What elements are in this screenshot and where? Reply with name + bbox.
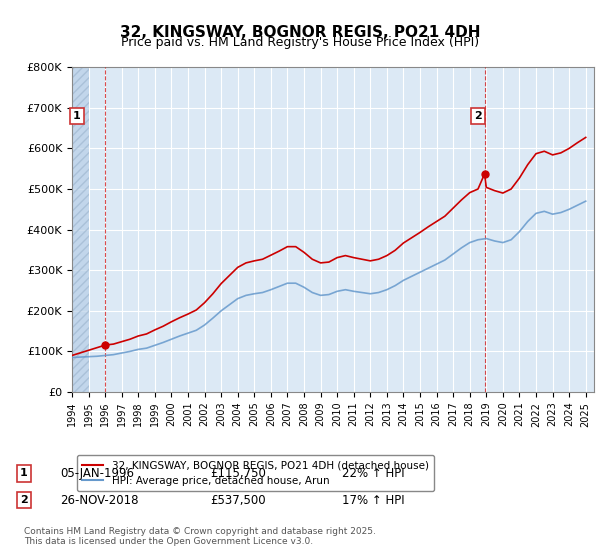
Text: Price paid vs. HM Land Registry's House Price Index (HPI): Price paid vs. HM Land Registry's House … — [121, 36, 479, 49]
Text: 32, KINGSWAY, BOGNOR REGIS, PO21 4DH: 32, KINGSWAY, BOGNOR REGIS, PO21 4DH — [120, 25, 480, 40]
Text: £537,500: £537,500 — [210, 493, 266, 507]
Text: 2: 2 — [474, 111, 482, 121]
Text: 17% ↑ HPI: 17% ↑ HPI — [342, 493, 404, 507]
Text: 05-JAN-1996: 05-JAN-1996 — [60, 466, 134, 480]
Text: Contains HM Land Registry data © Crown copyright and database right 2025.
This d: Contains HM Land Registry data © Crown c… — [24, 526, 376, 546]
Text: 22% ↑ HPI: 22% ↑ HPI — [342, 466, 404, 480]
Text: 1: 1 — [73, 111, 81, 121]
Text: £115,750: £115,750 — [210, 466, 266, 480]
Bar — [72, 67, 89, 392]
Text: 1: 1 — [20, 468, 28, 478]
Text: 26-NOV-2018: 26-NOV-2018 — [60, 493, 139, 507]
Text: 2: 2 — [20, 495, 28, 505]
Legend: 32, KINGSWAY, BOGNOR REGIS, PO21 4DH (detached house), HPI: Average price, detac: 32, KINGSWAY, BOGNOR REGIS, PO21 4DH (de… — [77, 455, 434, 491]
